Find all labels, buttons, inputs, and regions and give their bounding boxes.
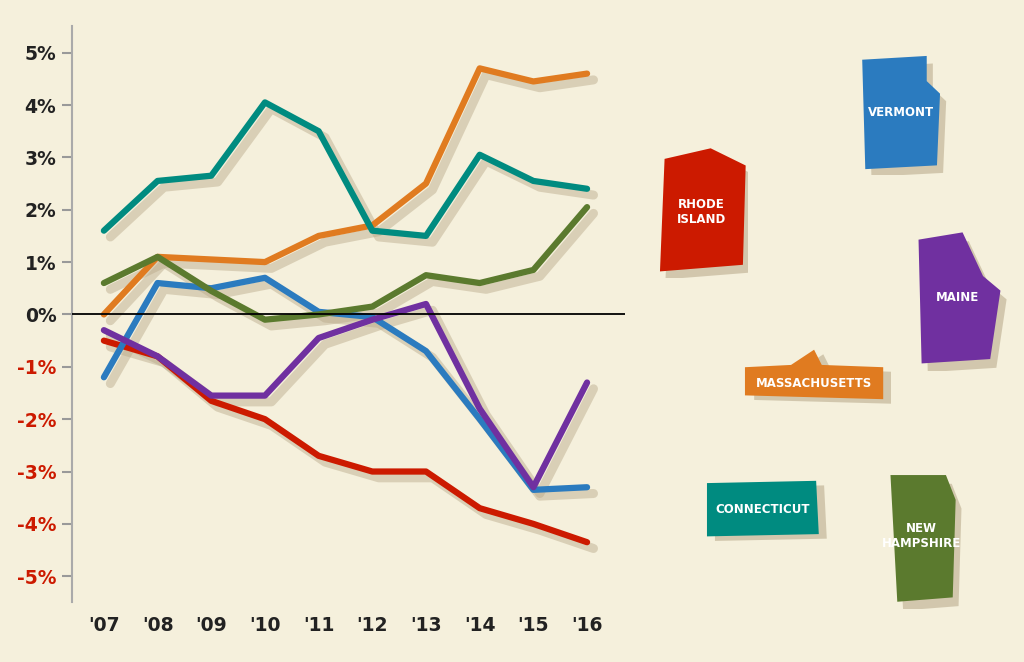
Polygon shape <box>715 485 826 541</box>
Polygon shape <box>868 64 946 177</box>
Polygon shape <box>666 156 752 279</box>
Text: MASSACHUSETTS: MASSACHUSETTS <box>756 377 872 391</box>
Text: MAINE: MAINE <box>936 291 979 305</box>
Polygon shape <box>659 148 745 271</box>
Polygon shape <box>896 484 962 610</box>
Polygon shape <box>707 481 819 536</box>
Polygon shape <box>745 350 883 399</box>
Text: RHODE
ISLAND: RHODE ISLAND <box>677 198 726 226</box>
Polygon shape <box>925 241 1007 372</box>
Polygon shape <box>754 354 893 404</box>
Polygon shape <box>891 475 955 602</box>
Text: NEW
HAMPSHIRE: NEW HAMPSHIRE <box>882 522 962 550</box>
Text: CONNECTICUT: CONNECTICUT <box>716 503 810 516</box>
Text: VERMONT: VERMONT <box>868 106 934 119</box>
Polygon shape <box>919 232 1000 363</box>
Polygon shape <box>862 56 940 169</box>
